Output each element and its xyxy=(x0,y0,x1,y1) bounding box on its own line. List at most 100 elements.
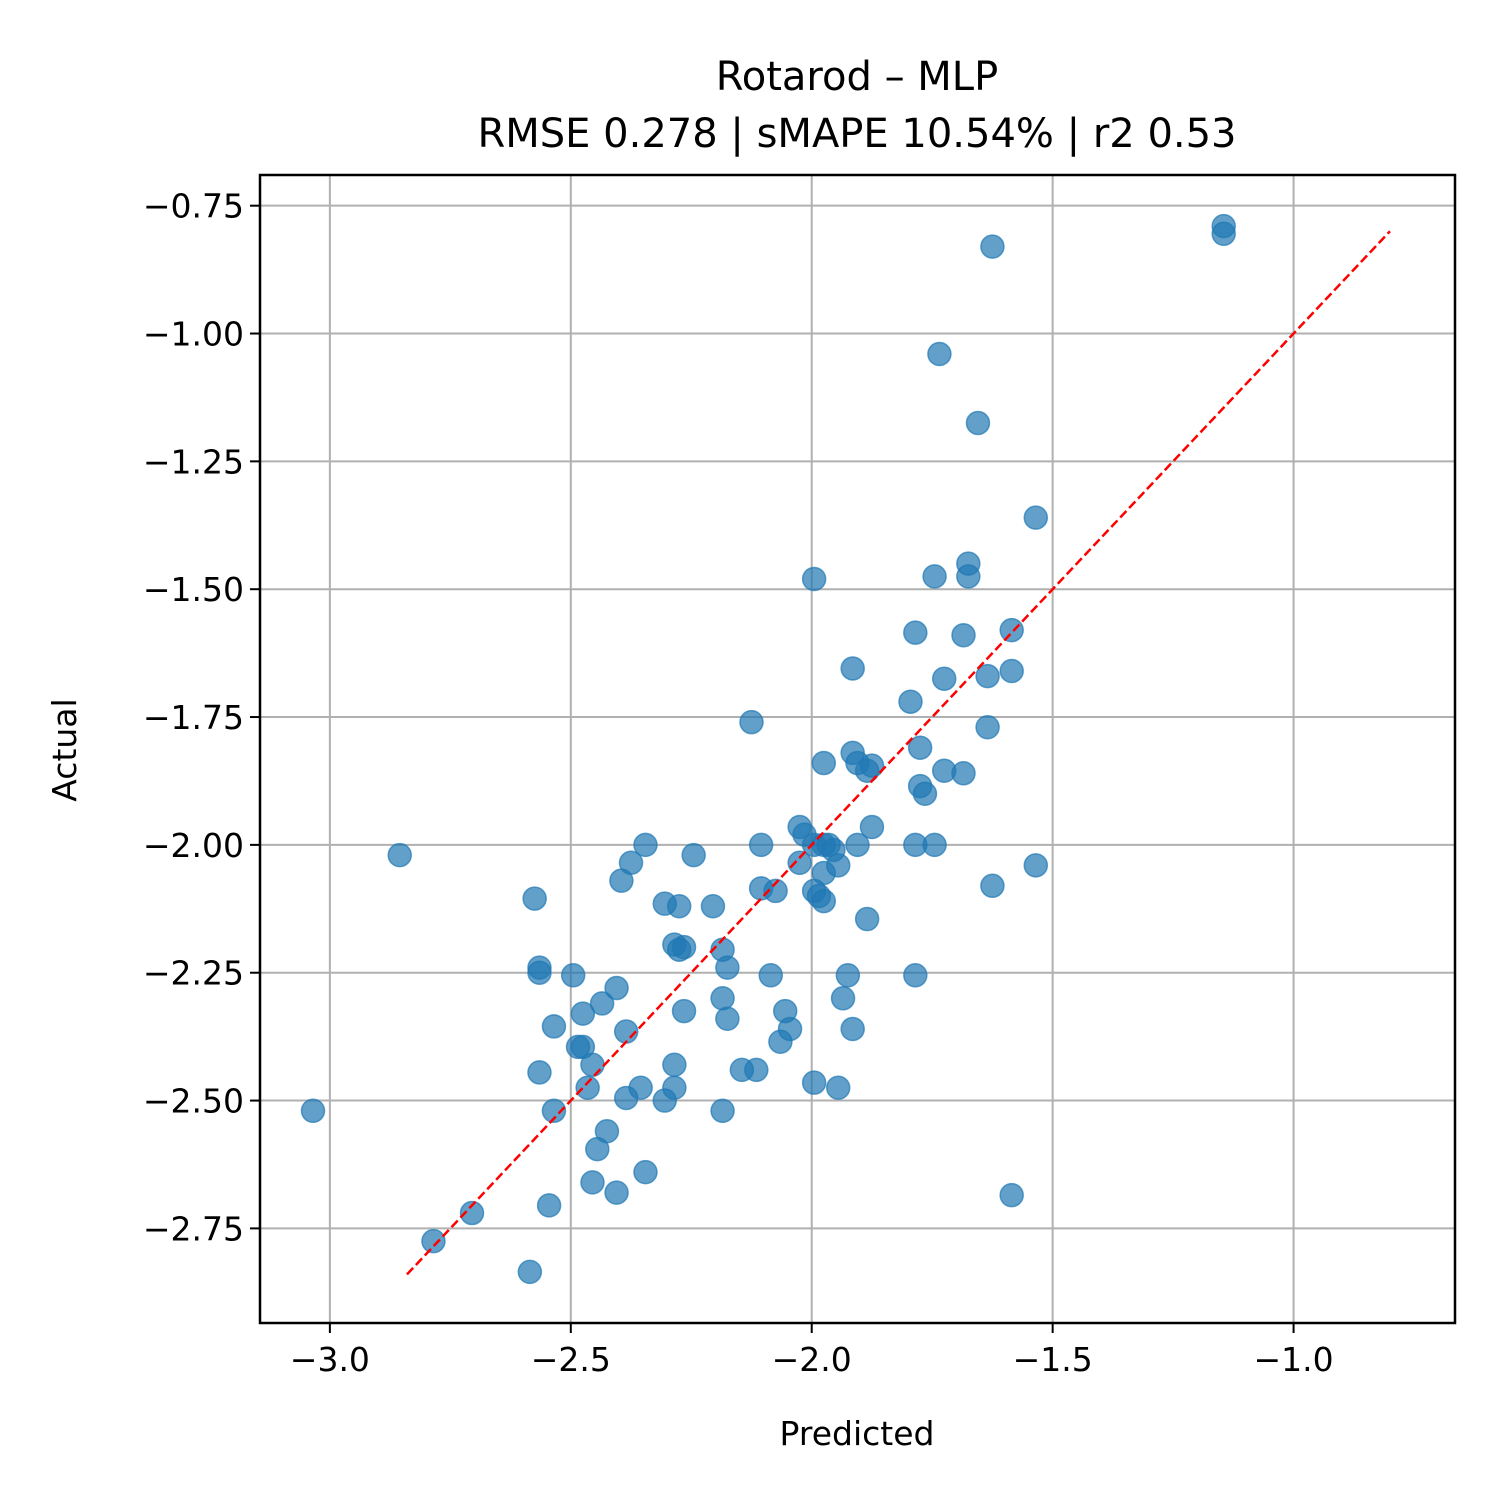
data-point xyxy=(1023,505,1049,530)
data-point xyxy=(801,566,827,592)
data-point xyxy=(666,893,692,919)
data-point xyxy=(845,832,870,858)
data-point xyxy=(536,1193,562,1218)
data-point xyxy=(758,963,784,988)
data-point xyxy=(907,735,933,760)
data-point xyxy=(300,1098,326,1124)
y-axis-label: Actual xyxy=(45,698,84,801)
data-point xyxy=(956,564,981,589)
data-point xyxy=(666,937,692,962)
data-point xyxy=(580,1170,605,1195)
x-tick-label: −1.5 xyxy=(1013,1340,1093,1379)
data-point xyxy=(575,1075,600,1101)
data-point xyxy=(715,955,740,980)
data-point xyxy=(527,960,552,985)
reference-line-layer xyxy=(406,230,1391,1276)
data-point xyxy=(801,1070,827,1095)
data-point xyxy=(652,1088,678,1113)
y-tick-label: −2.75 xyxy=(143,1209,244,1248)
data-point xyxy=(811,750,837,776)
data-point xyxy=(710,1098,735,1124)
identity-reference-line xyxy=(406,230,1391,1276)
data-point xyxy=(965,410,991,436)
data-point xyxy=(387,842,412,868)
data-point xyxy=(859,753,885,778)
y-tick-label: −1.25 xyxy=(143,442,244,481)
data-point xyxy=(744,1057,769,1083)
y-tick-label: −0.75 xyxy=(143,187,244,226)
data-point xyxy=(811,888,837,914)
data-point xyxy=(951,622,976,648)
data-point xyxy=(825,1075,851,1101)
data-point xyxy=(604,1180,629,1205)
y-axis-ticks: −2.75 −2.50 −2.25 −2.00 −1.75 −1.50 −1.25 −1.00… xyxy=(143,187,260,1248)
data-point xyxy=(912,781,938,806)
data-point xyxy=(570,1001,596,1026)
x-tick-label: −1.0 xyxy=(1254,1340,1334,1379)
data-point xyxy=(922,832,947,858)
x-axis-ticks: −3.0 −2.5 −2.0 −1.5 −1.0 xyxy=(290,1323,1334,1379)
data-point xyxy=(739,709,764,735)
data-point xyxy=(999,658,1024,684)
data-point xyxy=(840,1016,865,1042)
chart-title: Rotarod – MLP xyxy=(716,54,998,100)
data-point xyxy=(522,886,547,911)
data-point xyxy=(980,234,1005,259)
data-point xyxy=(903,620,928,645)
grid-lines xyxy=(260,175,1455,1323)
data-point xyxy=(604,975,629,1001)
data-point xyxy=(999,1182,1024,1208)
data-point xyxy=(830,986,856,1011)
y-tick-label: −1.75 xyxy=(143,698,244,737)
x-tick-label: −2.0 xyxy=(772,1340,852,1379)
data-point xyxy=(951,761,976,786)
data-point xyxy=(609,868,634,893)
data-point xyxy=(421,1228,446,1254)
y-tick-label: −2.25 xyxy=(143,954,244,993)
data-point xyxy=(854,906,880,932)
data-point xyxy=(541,1098,567,1124)
data-point xyxy=(927,341,952,367)
data-point xyxy=(517,1259,543,1285)
data-point xyxy=(560,963,586,988)
data-point xyxy=(580,1052,605,1078)
data-point xyxy=(835,963,861,988)
data-point xyxy=(671,998,697,1024)
data-point xyxy=(633,832,658,858)
data-point xyxy=(931,666,957,691)
data-point xyxy=(999,617,1024,643)
x-tick-label: −3.0 xyxy=(290,1340,370,1379)
data-point xyxy=(1023,853,1049,878)
chart-subtitle: RMSE 0.278 | sMAPE 10.54% | r2 0.53 xyxy=(477,111,1236,157)
data-point xyxy=(715,1006,740,1031)
y-tick-label: −1.50 xyxy=(143,570,244,609)
y-tick-label: −2.00 xyxy=(143,826,244,865)
data-point xyxy=(975,715,1000,740)
data-point xyxy=(859,814,885,840)
y-tick-label: −2.50 xyxy=(143,1082,244,1121)
data-point xyxy=(700,893,726,919)
data-point xyxy=(787,850,812,876)
data-point xyxy=(768,1029,793,1055)
x-tick-label: −2.5 xyxy=(531,1340,611,1379)
data-point xyxy=(840,656,865,681)
data-point xyxy=(459,1200,485,1226)
data-point xyxy=(975,663,1000,689)
data-point xyxy=(1211,221,1236,247)
data-point xyxy=(980,873,1005,899)
data-point xyxy=(541,1014,567,1039)
data-point xyxy=(585,1136,610,1162)
data-point xyxy=(748,832,774,858)
data-point xyxy=(763,878,788,904)
data-points xyxy=(300,213,1236,1285)
data-point xyxy=(898,689,923,714)
data-point xyxy=(633,1159,658,1185)
data-point xyxy=(681,842,706,868)
data-point xyxy=(613,1085,639,1111)
data-point xyxy=(903,963,928,988)
data-point xyxy=(710,986,735,1011)
plot-frame xyxy=(258,173,1457,1325)
y-tick-label: −1.00 xyxy=(143,315,244,354)
